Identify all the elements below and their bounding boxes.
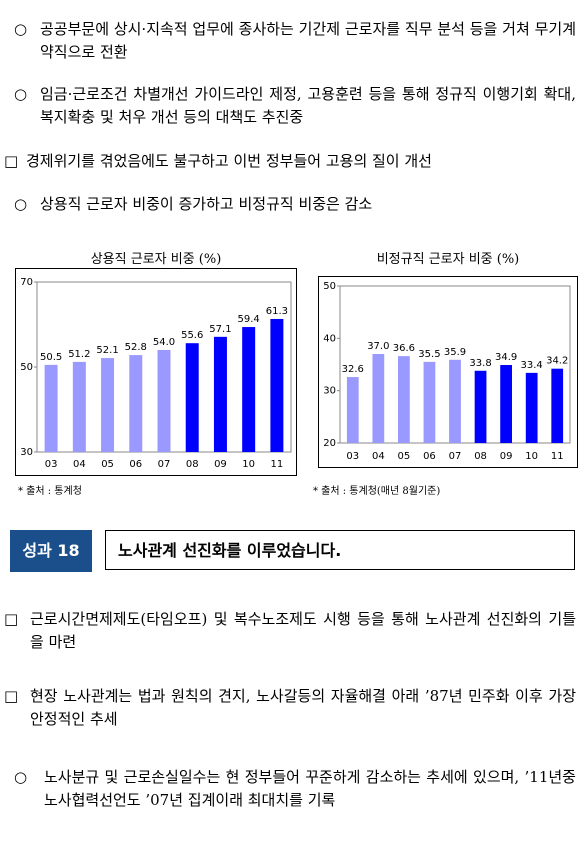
- value-label: 33.4: [521, 360, 543, 371]
- value-label: 50.5: [40, 352, 62, 363]
- value-label: 34.2: [546, 356, 568, 367]
- x-tick-label: 08: [474, 451, 487, 462]
- bar: [242, 327, 256, 452]
- value-label: 37.0: [367, 341, 389, 352]
- y-tick-label: 30: [20, 447, 33, 458]
- bullet-marker: □: [4, 687, 19, 705]
- x-tick-label: 09: [500, 451, 513, 462]
- chart-source: * 출처 : 통계청: [18, 486, 82, 497]
- bar: [101, 358, 115, 452]
- x-tick-label: 06: [423, 451, 436, 462]
- y-tick-label: 50: [20, 362, 33, 373]
- value-label: 57.1: [209, 324, 231, 335]
- x-tick-label: 09: [214, 459, 227, 470]
- value-label: 36.6: [393, 343, 415, 354]
- bar: [346, 377, 359, 443]
- bullet-item: ○ 공공부문에 상시·지속적 업무에 종사하는 기간제 근로자를 직무 분석 등을…: [14, 18, 576, 64]
- bar: [72, 361, 86, 452]
- bullet-text: 노사분규 및 근로손실일수는 현 정부들어 꾸준하게 감소하는 추세에 있으며,…: [44, 768, 576, 809]
- bullet-text: 경제위기를 겪었음에도 불구하고 이번 정부들어 고용의 질이 개선: [26, 152, 432, 170]
- bullet-marker: □: [4, 610, 19, 628]
- chart-frame: [318, 276, 578, 468]
- value-label: 59.4: [238, 314, 260, 325]
- bullet-text: 공공부문에 상시·지속적 업무에 종사하는 기간제 근로자를 직무 분석 등을 …: [40, 20, 576, 61]
- chart: 20 30 40 50 03 32.6 04 37.0 05 36.6 06 35.5 07 35.9 08…: [318, 276, 578, 468]
- bullet-item: ○ 임금·근로조건 차별개선 가이드라인 제정, 고용훈련 등을 통해 정규직 이…: [14, 83, 576, 129]
- value-label: 52.1: [96, 345, 118, 356]
- y-tick-label: 40: [323, 333, 336, 344]
- bullet-text: 근로시간면제제도(타임오프) 및 복수노조제도 시행 등을 통해 노사관계 선진…: [30, 610, 576, 651]
- value-label: 51.2: [68, 349, 90, 360]
- bar: [157, 350, 171, 452]
- value-label: 32.6: [342, 364, 364, 375]
- x-tick-label: 10: [242, 459, 255, 470]
- bar: [551, 368, 564, 443]
- y-tick-label: 30: [323, 386, 336, 397]
- x-tick-label: 11: [271, 459, 284, 470]
- value-label: 35.9: [444, 347, 466, 358]
- x-tick-label: 07: [158, 459, 171, 470]
- bullet-marker: ○: [14, 768, 28, 786]
- bullet-item: ○ 노사분규 및 근로손실일수는 현 정부들어 꾸준하게 감소하는 추세에 있으며…: [14, 766, 576, 812]
- chart-title: 비정규직 근로자 비중 (%): [376, 252, 520, 267]
- bar: [500, 365, 512, 443]
- x-tick-label: 05: [398, 451, 411, 462]
- y-tick-label: 20: [323, 438, 336, 449]
- value-label: 33.8: [469, 358, 491, 369]
- value-label: 61.3: [266, 306, 288, 317]
- bar: [270, 318, 284, 452]
- bullet-marker: ○: [14, 85, 28, 103]
- bar: [44, 364, 58, 452]
- chart-frame: [15, 268, 297, 476]
- bar: [449, 359, 461, 443]
- value-label: 54.0: [153, 337, 175, 348]
- chart-source: * 출처 : 통계청(매년 8월기준): [313, 486, 441, 497]
- x-tick-label: 03: [346, 451, 359, 462]
- x-tick-label: 08: [186, 459, 199, 470]
- bullet-text: 임금·근로조건 차별개선 가이드라인 제정, 고용훈련 등을 통해 정규직 이행…: [40, 85, 576, 126]
- bar: [213, 336, 227, 452]
- bar: [398, 356, 410, 443]
- bar: [372, 354, 385, 443]
- bullet-marker: ○: [14, 195, 28, 213]
- bullet-marker: ○: [14, 20, 28, 38]
- x-tick-label: 11: [551, 451, 564, 462]
- bar: [474, 370, 487, 443]
- section-title: 노사관계 선진화를 이루었습니다.: [105, 530, 575, 570]
- y-tick-label: 70: [20, 277, 33, 288]
- value-label: 35.5: [418, 349, 440, 360]
- section-badge: 성과 18: [10, 530, 92, 572]
- chart: 30 50 70 03 50.5 04 51.2 05 52.1 06 52.8 07 54.0 08 55…: [15, 268, 297, 476]
- x-tick-label: 06: [129, 459, 142, 470]
- x-tick-label: 10: [525, 451, 538, 462]
- bar: [129, 355, 143, 452]
- x-tick-label: 07: [449, 451, 462, 462]
- bar: [423, 361, 436, 443]
- value-label: 52.8: [125, 342, 147, 353]
- x-tick-label: 04: [73, 459, 86, 470]
- bullet-text: 현장 노사관계는 법과 원칙의 견지, 노사갈등의 자율해결 아래 ’87년 민…: [30, 687, 576, 728]
- bullet-item: ○ 상용직 근로자 비중이 증가하고 비정규직 비중은 감소: [14, 193, 576, 216]
- y-tick-label: 50: [323, 281, 336, 292]
- bar: [525, 372, 538, 443]
- bullet-item: □ 경제위기를 겪었음에도 불구하고 이번 정부들어 고용의 질이 개선: [4, 150, 576, 173]
- bullet-text: 상용직 근로자 비중이 증가하고 비정규직 비중은 감소: [40, 195, 373, 213]
- bullet-item: □ 근로시간면제제도(타임오프) 및 복수노조제도 시행 등을 통해 노사관계 선…: [4, 608, 576, 654]
- bar: [185, 343, 199, 452]
- bullet-marker: □: [4, 152, 19, 170]
- x-tick-label: 04: [372, 451, 385, 462]
- bullet-item: □ 현장 노사관계는 법과 원칙의 견지, 노사갈등의 자율해결 아래 ’87년 …: [4, 685, 576, 731]
- x-tick-label: 05: [101, 459, 114, 470]
- x-tick-label: 03: [45, 459, 58, 470]
- chart-title: 상용직 근로자 비중 (%): [90, 252, 222, 267]
- value-label: 55.6: [181, 330, 203, 341]
- value-label: 34.9: [495, 352, 517, 363]
